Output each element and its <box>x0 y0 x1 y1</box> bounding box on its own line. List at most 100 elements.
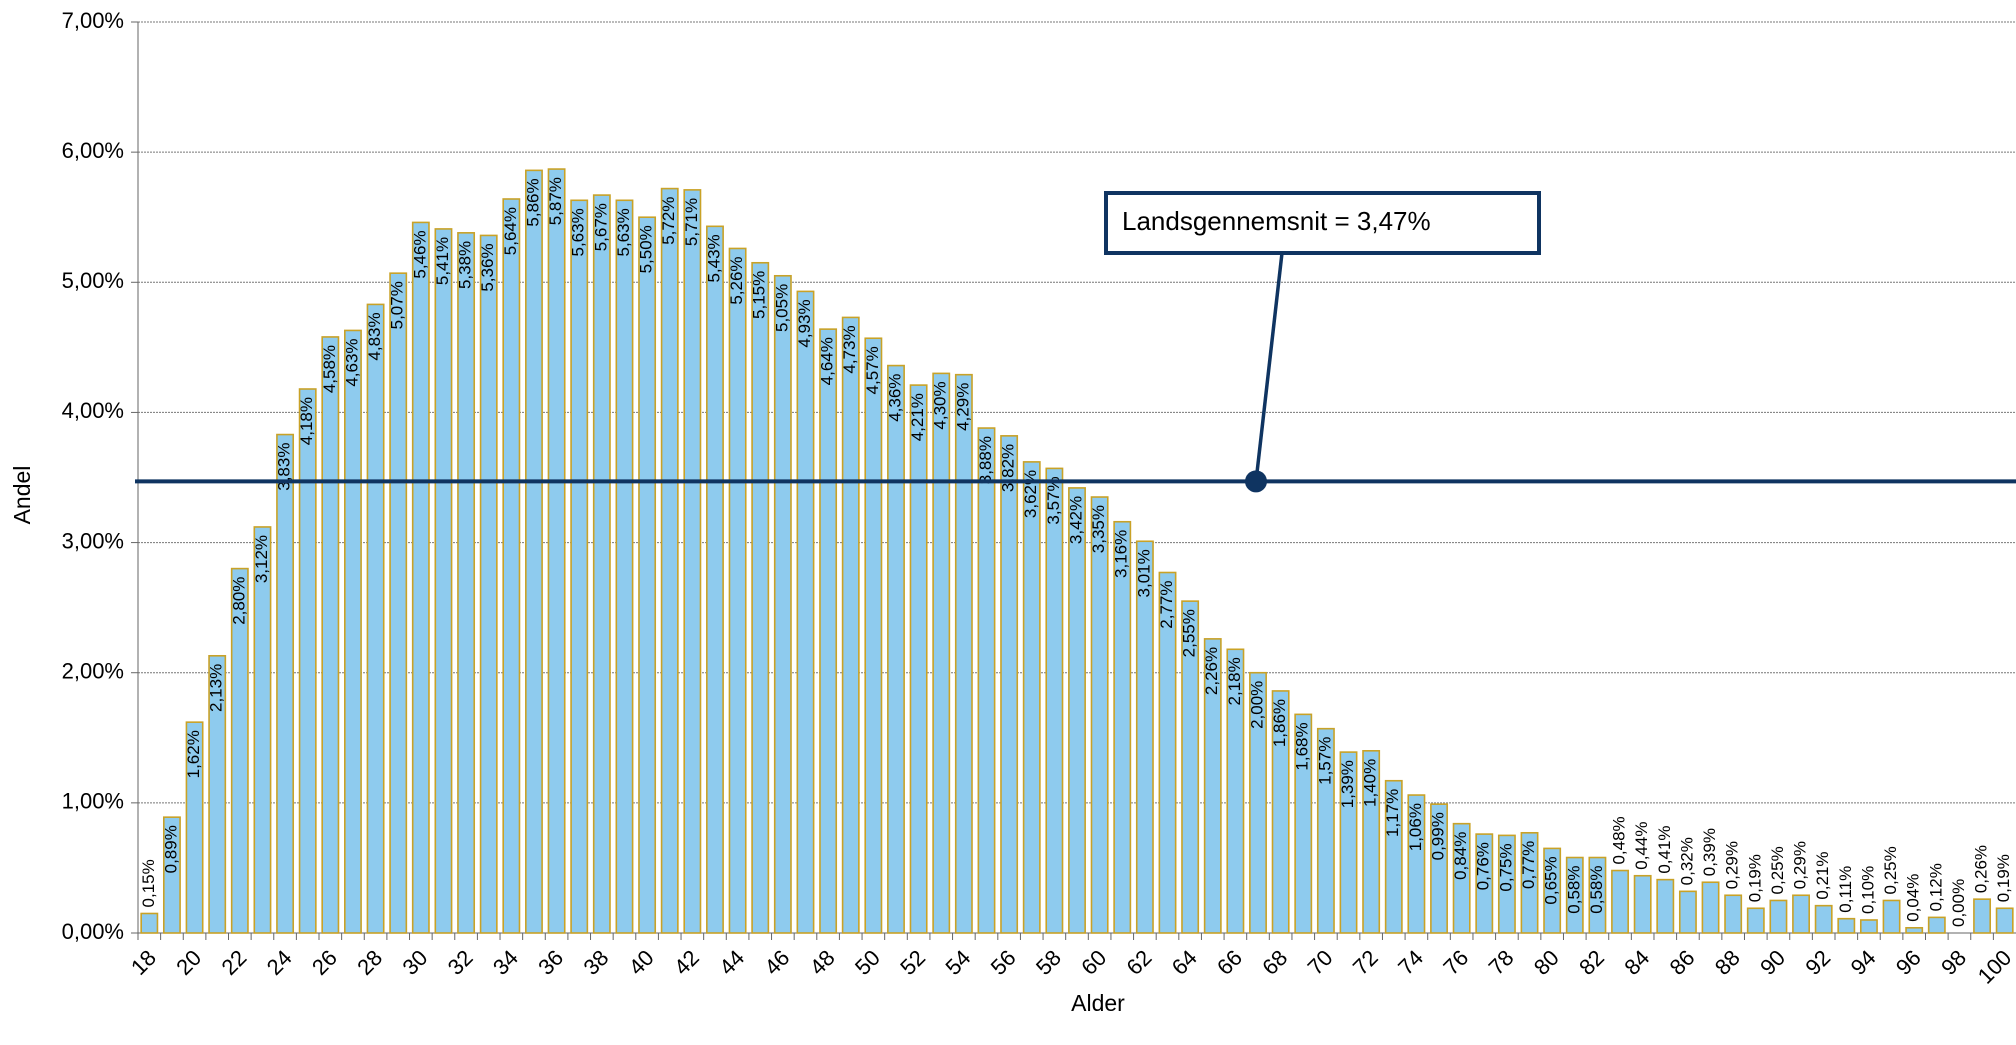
x-tick-label: 68 <box>1257 945 1292 980</box>
bar <box>344 329 362 934</box>
value-label: 5,72% <box>659 197 678 245</box>
bar <box>1249 671 1267 934</box>
x-tick-label: 84 <box>1619 945 1654 980</box>
x-tick-label: 48 <box>805 945 840 980</box>
value-label: 3,57% <box>1044 476 1063 524</box>
value-label: 5,64% <box>501 207 520 255</box>
value-label: 4,21% <box>908 393 927 441</box>
value-label: 4,58% <box>320 345 339 393</box>
bar <box>660 187 679 934</box>
bar <box>1905 926 1924 934</box>
bar <box>1769 899 1788 934</box>
x-tick-label: 70 <box>1303 945 1338 980</box>
bar <box>525 169 543 934</box>
bar <box>1633 874 1652 934</box>
value-label: 3,35% <box>1089 505 1108 553</box>
value-label: 5,46% <box>410 230 429 278</box>
value-label: 4,63% <box>342 338 361 386</box>
bar <box>230 567 249 934</box>
value-label: 5,15% <box>750 271 769 319</box>
bar <box>932 372 951 934</box>
bar <box>389 272 408 934</box>
value-label: 0,89% <box>161 825 180 873</box>
value-label: 5,07% <box>388 281 407 329</box>
bar <box>1611 869 1629 934</box>
x-tick-label: 42 <box>669 945 704 980</box>
x-tick-label: 56 <box>986 945 1021 980</box>
value-label: 1,57% <box>1315 737 1334 785</box>
bar <box>954 373 973 934</box>
bar <box>1973 898 1992 934</box>
bar <box>1090 496 1109 934</box>
bar <box>638 216 657 934</box>
bar <box>321 336 340 934</box>
x-tick-label: 26 <box>307 945 342 980</box>
bar <box>1203 638 1222 934</box>
bar <box>547 168 566 934</box>
value-label: 5,63% <box>569 208 588 256</box>
value-label: 0,19% <box>1994 854 2013 902</box>
annotation-box <box>1104 191 1541 255</box>
value-label: 0,11% <box>1836 866 1855 913</box>
bar <box>253 526 272 934</box>
x-tick-label: 98 <box>1936 945 1971 980</box>
bar <box>1678 890 1697 934</box>
average-marker <box>1245 470 1267 493</box>
value-label: 3,83% <box>275 443 294 491</box>
bar <box>1746 907 1765 934</box>
value-label: 0,84% <box>1451 832 1470 880</box>
value-label: 2,77% <box>1157 581 1176 629</box>
bar <box>1452 822 1471 934</box>
bar <box>208 654 227 934</box>
bar <box>1158 571 1177 934</box>
y-tick-label: 5,00% <box>62 268 124 293</box>
bar <box>1000 435 1019 934</box>
y-tick-label: 0,00% <box>62 919 124 944</box>
bar <box>773 274 792 934</box>
value-label: 0,48% <box>1610 816 1629 864</box>
value-label: 0,75% <box>1496 843 1515 891</box>
y-tick-label: 3,00% <box>62 528 124 553</box>
value-label: 1,68% <box>1293 722 1312 770</box>
x-tick-label: 24 <box>262 945 297 980</box>
bar <box>1792 894 1810 934</box>
value-label: 3,42% <box>1066 496 1085 544</box>
x-axis-label: Alder <box>1071 990 1125 1016</box>
bar <box>502 198 521 934</box>
x-tick-label: 94 <box>1846 945 1881 980</box>
value-label: 3,82% <box>999 444 1018 492</box>
bar <box>706 225 724 934</box>
value-label: 0,12% <box>1926 863 1945 911</box>
value-label: 5,26% <box>727 256 746 304</box>
value-label: 5,87% <box>546 177 565 225</box>
bar <box>1430 803 1448 934</box>
x-tick-label: 92 <box>1800 945 1835 980</box>
bar <box>1271 690 1290 934</box>
x-tick-label: 96 <box>1891 945 1926 980</box>
value-label: 0,65% <box>1542 856 1561 904</box>
bar <box>1497 834 1516 934</box>
x-tick-label: 20 <box>171 945 206 980</box>
bar <box>1339 751 1358 934</box>
bar <box>1113 520 1132 934</box>
value-label: 4,73% <box>840 325 859 373</box>
value-label: 0,39% <box>1700 828 1719 876</box>
bar <box>683 189 702 934</box>
x-tick-label: 32 <box>443 945 478 980</box>
value-label: 5,41% <box>433 237 452 285</box>
bar <box>411 221 430 934</box>
bar <box>162 816 181 934</box>
value-label: 0,25% <box>1768 846 1787 894</box>
bar <box>1022 461 1041 934</box>
value-label: 5,43% <box>704 234 723 282</box>
bar <box>1837 917 1856 934</box>
bar <box>1475 833 1494 934</box>
y-axis-label: Andel <box>9 466 35 525</box>
bar <box>1294 713 1313 934</box>
value-label: 0,99% <box>1429 812 1448 860</box>
x-tick-label: 40 <box>624 945 659 980</box>
bar <box>457 232 476 934</box>
bar <box>140 912 159 934</box>
value-label: 0,77% <box>1519 841 1538 889</box>
